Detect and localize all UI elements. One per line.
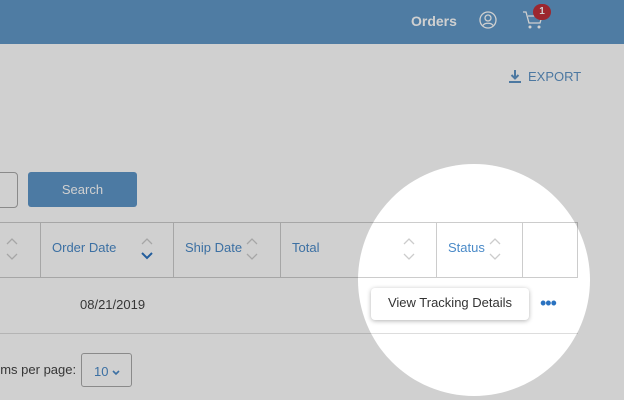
items-per-page-value: 10: [94, 364, 109, 379]
order-date-cell: 08/21/2019: [80, 297, 146, 312]
table-row: 08/21/2019: [0, 278, 578, 334]
cart-count-badge: 1: [533, 4, 551, 20]
user-account-icon[interactable]: [479, 11, 497, 29]
export-button[interactable]: EXPORT: [509, 69, 581, 84]
sort-icon: [403, 238, 415, 260]
column-label: Ship Date: [185, 240, 243, 255]
column-header-actions: [522, 223, 578, 278]
items-per-page-select[interactable]: 10: [81, 353, 132, 387]
column-label: Status: [448, 240, 485, 255]
chevron-down-icon: [112, 370, 120, 376]
column-header-total[interactable]: Total: [280, 223, 436, 278]
view-tracking-details-menu-item[interactable]: View Tracking Details: [371, 288, 529, 320]
sort-icon: [489, 238, 501, 260]
export-label: EXPORT: [528, 69, 582, 84]
more-actions-icon[interactable]: •••: [540, 293, 557, 313]
column-header-ship-date[interactable]: Ship Date: [173, 223, 280, 278]
search-input[interactable]: [0, 172, 18, 208]
orders-table: Order Date Ship Date Total Status 08/21/…: [0, 222, 578, 334]
nav-orders-link[interactable]: Orders: [411, 13, 457, 29]
items-per-page-label: ems per page:: [0, 362, 77, 377]
column-header-status[interactable]: Status: [436, 223, 522, 278]
column-label: Total: [292, 240, 320, 255]
top-nav-bar: Orders 1: [0, 0, 624, 44]
sort-icon[interactable]: [6, 237, 18, 261]
sort-descending-icon: [141, 238, 153, 260]
download-icon: [509, 70, 521, 83]
table-header-row: Order Date Ship Date Total Status: [0, 222, 578, 278]
column-label: Order Date: [52, 240, 117, 255]
column-header-order-date[interactable]: Order Date: [40, 223, 173, 278]
sort-icon: [246, 238, 258, 260]
search-button[interactable]: Search: [28, 172, 137, 207]
